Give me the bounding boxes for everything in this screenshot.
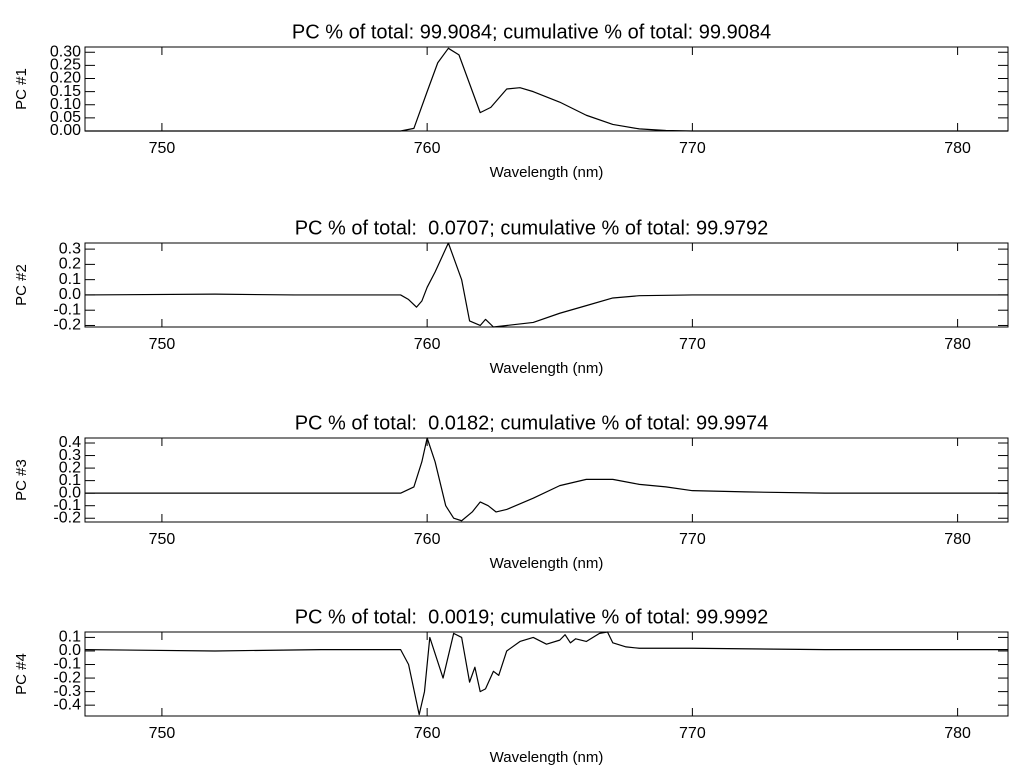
x-tick-label: 750: [149, 725, 176, 742]
chart-title: PC % of total: 0.0182; cumulative % of t…: [295, 412, 769, 434]
y-tick-label: -0.3: [53, 683, 81, 700]
x-tick-label: 750: [149, 336, 176, 353]
y-axis-label: PC #2: [13, 264, 30, 306]
x-tick-label: 780: [944, 725, 971, 742]
x-tick-label: 760: [414, 336, 441, 353]
y-tick-label: -0.1: [53, 497, 81, 514]
y-tick-label: -0.1: [53, 301, 81, 318]
x-tick-label: 760: [414, 140, 441, 157]
x-axis-label: Wavelength (nm): [490, 749, 604, 766]
y-tick-label: 0.05: [50, 109, 81, 126]
y-tick-label: 0.1: [59, 629, 81, 646]
y-tick-label: 0.4: [59, 434, 81, 451]
chart-title: PC % of total: 99.9084; cumulative % of …: [292, 21, 771, 43]
x-tick-label: 760: [414, 725, 441, 742]
data-line: [84, 631, 1008, 716]
data-line: [85, 437, 1008, 522]
y-tick-label: 0.30: [50, 43, 81, 60]
x-tick-label: 780: [944, 531, 971, 548]
x-tick-label: 760: [414, 531, 441, 548]
subplot: PC % of total: 0.0182; cumulative % of t…: [13, 412, 1009, 572]
chart-title: PC % of total: 0.0707; cumulative % of t…: [295, 217, 769, 239]
y-axis-label: PC #4: [13, 653, 30, 695]
chart-title: PC % of total: 0.0019; cumulative % of t…: [295, 606, 769, 628]
y-tick-label: -0.2: [53, 317, 81, 334]
subplot: PC % of total: 0.0707; cumulative % of t…: [13, 217, 1009, 377]
x-tick-label: 770: [679, 531, 706, 548]
y-tick-label: 0.20: [50, 70, 81, 87]
y-tick-label: 0.10: [50, 96, 81, 113]
plot-frame: [84, 46, 1009, 132]
y-tick-label: 0.1: [59, 472, 81, 489]
y-tick-label: 0.00: [50, 122, 81, 139]
plot-frame: [84, 242, 1009, 328]
subplot: PC % of total: 99.9084; cumulative % of …: [13, 21, 1009, 181]
x-tick-label: 770: [679, 140, 706, 157]
y-tick-label: -0.2: [53, 669, 81, 686]
plot-frame: [84, 631, 1009, 717]
x-tick-label: 750: [149, 531, 176, 548]
y-tick-label: 0.3: [59, 447, 81, 464]
x-axis-label: Wavelength (nm): [490, 164, 604, 181]
plot-frame: [84, 437, 1009, 523]
y-tick-label: 0.3: [59, 240, 81, 257]
y-axis-label: PC #1: [13, 68, 30, 110]
y-axis-label: PC #3: [13, 459, 30, 501]
y-tick-label: -0.1: [53, 656, 81, 673]
x-tick-label: 770: [679, 725, 706, 742]
subplot: PC % of total: 0.0019; cumulative % of t…: [13, 606, 1009, 766]
y-tick-label: -0.2: [53, 509, 81, 526]
y-tick-label: 0.0: [59, 484, 81, 501]
y-tick-label: 0.15: [50, 83, 81, 100]
y-tick-label: 0.2: [59, 256, 81, 273]
y-tick-label: 0.0: [59, 642, 81, 659]
y-tick-label: 0.2: [59, 459, 81, 476]
y-tick-label: 0.25: [50, 57, 81, 74]
data-line: [85, 47, 1008, 132]
x-axis-label: Wavelength (nm): [490, 555, 604, 572]
data-line: [84, 242, 1008, 328]
x-tick-label: 770: [679, 336, 706, 353]
y-tick-label: 0.0: [59, 286, 81, 303]
y-tick-label: 0.1: [59, 271, 81, 288]
x-tick-label: 780: [944, 140, 971, 157]
y-tick-label: -0.4: [53, 696, 81, 713]
x-tick-label: 750: [149, 140, 176, 157]
x-axis-label: Wavelength (nm): [490, 360, 604, 377]
x-tick-label: 780: [944, 336, 971, 353]
